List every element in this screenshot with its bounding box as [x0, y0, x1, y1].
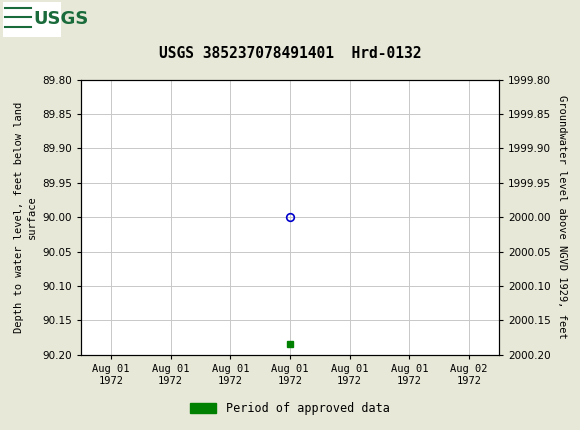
FancyBboxPatch shape: [3, 2, 61, 37]
Y-axis label: Groundwater level above NGVD 1929, feet: Groundwater level above NGVD 1929, feet: [556, 95, 567, 339]
Legend: Period of approved data: Period of approved data: [186, 397, 394, 420]
Y-axis label: Depth to water level, feet below land
surface: Depth to water level, feet below land su…: [13, 101, 37, 333]
Text: USGS: USGS: [33, 10, 88, 28]
Text: USGS 385237078491401  Hrd-0132: USGS 385237078491401 Hrd-0132: [159, 46, 421, 61]
